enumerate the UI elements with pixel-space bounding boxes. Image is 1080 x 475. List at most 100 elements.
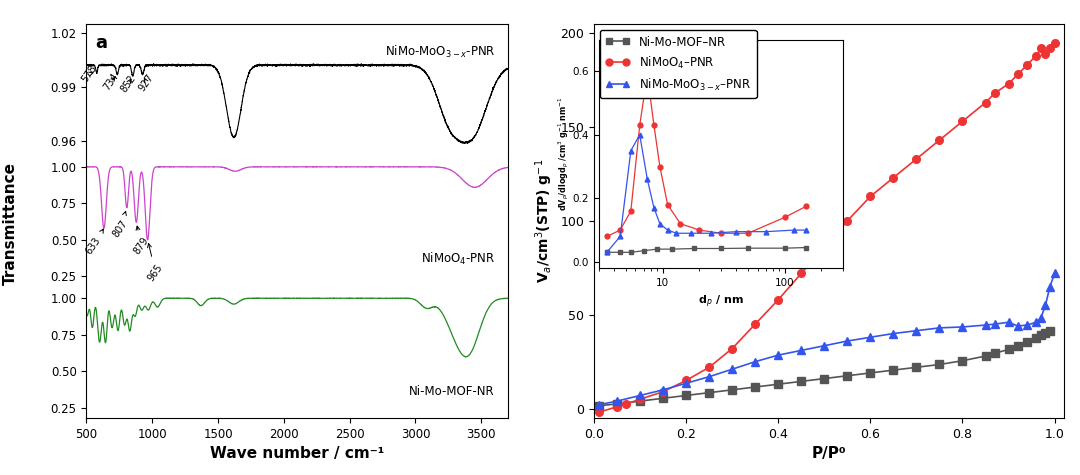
NiMoO$_4$–PNR — [841, 218, 854, 224]
NiMo-MoO$_{3-x}$–PNR — [1035, 316, 1048, 322]
Ni-Mo-MOF–NR — [592, 403, 605, 408]
Legend: Ni-Mo-MOF–NR, NiMoO$_4$–PNR, NiMo-MoO$_{3-x}$–PNR: Ni-Mo-MOF–NR, NiMoO$_4$–PNR, NiMo-MoO$_{… — [599, 29, 757, 98]
NiMoO$_4$–PNR — [679, 378, 692, 383]
NiMoO$_4$–PNR — [818, 244, 831, 250]
Line: NiMo-MoO$_{3-x}$–PNR: NiMo-MoO$_{3-x}$–PNR — [595, 270, 1058, 408]
NiMoO$_4$–PNR — [795, 271, 808, 276]
NiMoO$_4$–PNR — [980, 100, 993, 105]
Text: 734: 734 — [102, 71, 121, 92]
Text: 965: 965 — [146, 244, 165, 283]
NiMo-MoO$_{3-x}$–PNR — [910, 328, 923, 333]
Ni-Mo-MOF–NR — [679, 393, 692, 399]
Ni-Mo-MOF–NR — [933, 361, 946, 367]
NiMo-MoO$_{3-x}$–PNR — [841, 338, 854, 344]
NiMoO$_4$–PNR — [610, 404, 623, 409]
Ni-Mo-MOF–NR — [841, 373, 854, 379]
NiMo-MoO$_{3-x}$–PNR — [634, 393, 647, 399]
Text: NiMoO$_4$-PNR: NiMoO$_4$-PNR — [421, 251, 495, 267]
Text: a: a — [95, 34, 107, 52]
Text: Ni-Mo-MOF-NR: Ni-Mo-MOF-NR — [409, 385, 495, 399]
NiMoO$_4$–PNR — [592, 409, 605, 415]
Ni-Mo-MOF–NR — [703, 390, 716, 396]
Ni-Mo-MOF–NR — [1011, 343, 1024, 349]
Ni-Mo-MOF–NR — [988, 351, 1001, 356]
NiMo-MoO$_{3-x}$–PNR — [980, 322, 993, 328]
NiMoO$_4$–PNR — [620, 401, 633, 407]
NiMoO$_4$–PNR — [748, 321, 761, 327]
NiMo-MoO$_{3-x}$–PNR — [1043, 284, 1056, 289]
Ni-Mo-MOF–NR — [1043, 328, 1056, 333]
Ni-Mo-MOF–NR — [610, 401, 623, 407]
NiMoO$_4$–PNR — [1021, 62, 1034, 68]
Text: 807: 807 — [111, 211, 130, 239]
Ni-Mo-MOF–NR — [864, 370, 877, 376]
NiMoO$_4$–PNR — [772, 297, 785, 303]
NiMo-MoO$_{3-x}$–PNR — [956, 324, 969, 330]
NiMo-MoO$_{3-x}$–PNR — [657, 387, 670, 393]
X-axis label: P/P⁰: P/P⁰ — [811, 446, 847, 461]
NiMoO$_4$–PNR — [634, 396, 647, 402]
Ni-Mo-MOF–NR — [1039, 330, 1052, 335]
Ni-Mo-MOF–NR — [910, 364, 923, 370]
NiMoO$_4$–PNR — [1002, 81, 1015, 86]
Ni-Mo-MOF–NR — [726, 387, 739, 393]
Line: NiMoO$_4$–PNR: NiMoO$_4$–PNR — [595, 38, 1058, 416]
Ni-Mo-MOF–NR — [772, 381, 785, 387]
Ni-Mo-MOF–NR — [1002, 347, 1015, 352]
Text: 852: 852 — [119, 73, 137, 94]
NiMo-MoO$_{3-x}$–PNR — [988, 321, 1001, 327]
NiMoO$_4$–PNR — [988, 90, 1001, 96]
NiMo-MoO$_{3-x}$–PNR — [772, 352, 785, 358]
NiMo-MoO$_{3-x}$–PNR — [1011, 323, 1024, 329]
NiMoO$_4$–PNR — [726, 346, 739, 352]
NiMoO$_4$–PNR — [703, 364, 716, 370]
Text: 927: 927 — [137, 72, 156, 93]
NiMoO$_4$–PNR — [1035, 45, 1048, 51]
NiMoO$_4$–PNR — [1029, 53, 1042, 58]
NiMo-MoO$_{3-x}$–PNR — [592, 402, 605, 408]
NiMo-MoO$_{3-x}$–PNR — [1002, 319, 1015, 325]
NiMo-MoO$_{3-x}$–PNR — [887, 331, 900, 336]
NiMo-MoO$_{3-x}$–PNR — [795, 348, 808, 353]
NiMo-MoO$_{3-x}$–PNR — [1048, 271, 1061, 276]
NiMo-MoO$_{3-x}$–PNR — [748, 359, 761, 364]
Ni-Mo-MOF–NR — [657, 395, 670, 401]
Ni-Mo-MOF–NR — [634, 398, 647, 404]
NiMoO$_4$–PNR — [1011, 72, 1024, 77]
NiMoO$_4$–PNR — [910, 156, 923, 162]
NiMoO$_4$–PNR — [1043, 45, 1056, 51]
NiMo-MoO$_{3-x}$–PNR — [933, 325, 946, 331]
Y-axis label: V$_a$/cm$^3$(STP) g$^{-1}$: V$_a$/cm$^3$(STP) g$^{-1}$ — [534, 159, 555, 283]
NiMo-MoO$_{3-x}$–PNR — [703, 374, 716, 380]
Line: Ni-Mo-MOF–NR: Ni-Mo-MOF–NR — [595, 327, 1054, 409]
Text: 578: 578 — [80, 64, 99, 85]
Ni-Mo-MOF–NR — [1035, 332, 1048, 338]
NiMoO$_4$–PNR — [1048, 40, 1061, 46]
NiMoO$_4$–PNR — [887, 175, 900, 180]
NiMo-MoO$_{3-x}$–PNR — [610, 398, 623, 404]
NiMoO$_4$–PNR — [933, 137, 946, 143]
NiMoO$_4$–PNR — [956, 119, 969, 124]
Ni-Mo-MOF–NR — [818, 376, 831, 381]
Ni-Mo-MOF–NR — [980, 353, 993, 359]
Ni-Mo-MOF–NR — [1021, 339, 1034, 345]
Ni-Mo-MOF–NR — [748, 384, 761, 390]
Text: NiMo-MoO$_{3-x}$-PNR: NiMo-MoO$_{3-x}$-PNR — [384, 44, 495, 59]
NiMo-MoO$_{3-x}$–PNR — [1021, 322, 1034, 328]
Ni-Mo-MOF–NR — [956, 358, 969, 363]
Text: 633: 633 — [84, 229, 104, 256]
Text: 879: 879 — [132, 226, 151, 256]
NiMo-MoO$_{3-x}$–PNR — [1029, 319, 1042, 325]
NiMoO$_4$–PNR — [864, 194, 877, 200]
Ni-Mo-MOF–NR — [1029, 335, 1042, 341]
Text: Transmittance: Transmittance — [3, 162, 18, 285]
NiMo-MoO$_{3-x}$–PNR — [818, 343, 831, 349]
Ni-Mo-MOF–NR — [887, 367, 900, 373]
NiMo-MoO$_{3-x}$–PNR — [726, 366, 739, 372]
Text: b: b — [608, 36, 621, 54]
NiMo-MoO$_{3-x}$–PNR — [864, 334, 877, 340]
X-axis label: Wave number / cm⁻¹: Wave number / cm⁻¹ — [210, 446, 384, 461]
NiMoO$_4$–PNR — [1039, 51, 1052, 57]
Ni-Mo-MOF–NR — [795, 379, 808, 384]
NiMo-MoO$_{3-x}$–PNR — [1039, 303, 1052, 308]
